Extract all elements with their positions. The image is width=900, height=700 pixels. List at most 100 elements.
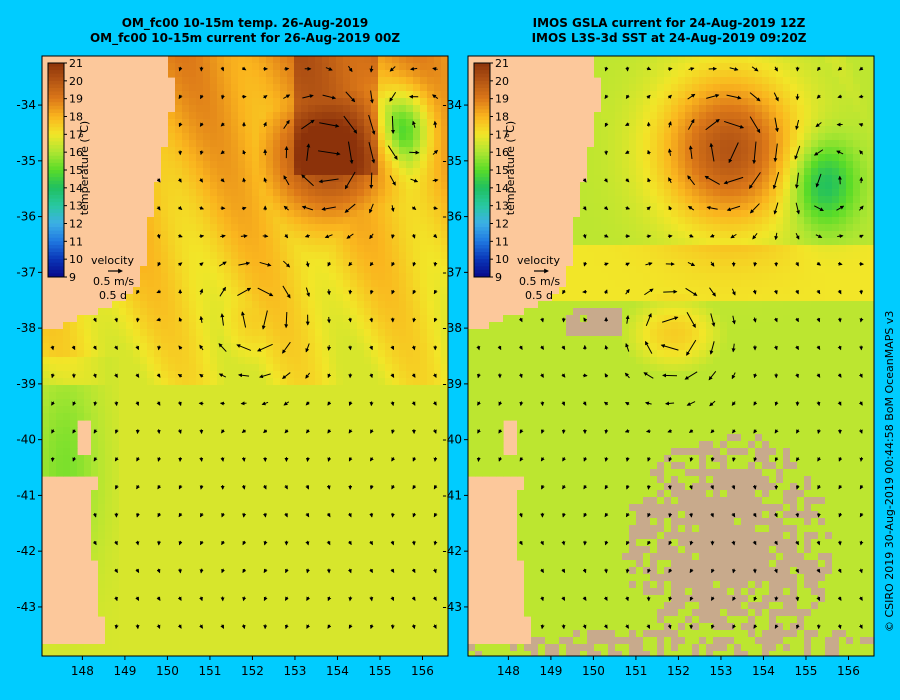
current-vector	[752, 141, 757, 165]
y-tick-label: -38	[442, 321, 462, 335]
colorbar-tick-label: 17	[69, 128, 83, 141]
current-vector	[603, 401, 609, 406]
current-vector	[114, 345, 118, 351]
current-vector	[177, 401, 182, 407]
current-vector	[178, 94, 183, 100]
current-vector	[348, 317, 352, 323]
x-tick-label: 149	[113, 664, 136, 678]
current-vector	[645, 313, 652, 326]
current-vector	[689, 540, 694, 546]
current-vector	[390, 373, 395, 378]
current-vector	[731, 457, 736, 462]
current-vector	[726, 205, 741, 212]
velocity-speed: 0.5 m/s	[519, 275, 560, 288]
current-vector	[665, 401, 675, 406]
current-vector	[816, 401, 821, 407]
current-vector	[369, 512, 374, 518]
current-vector	[561, 401, 566, 406]
current-vector	[710, 596, 715, 601]
current-vector	[668, 540, 673, 546]
current-vector	[259, 261, 272, 267]
current-vector	[390, 568, 395, 574]
current-vector	[795, 624, 800, 630]
current-vector	[369, 568, 373, 574]
current-vector	[732, 429, 737, 434]
current-vector	[816, 317, 821, 323]
current-vector	[241, 484, 246, 490]
current-vector	[178, 512, 183, 518]
panel-right: IMOS GSLA current for 24-Aug-2019 12Z IM…	[442, 16, 875, 678]
current-vector	[391, 485, 396, 490]
current-vector	[816, 540, 821, 546]
current-vector	[220, 457, 225, 462]
map-frame	[467, 55, 875, 657]
current-vector	[859, 485, 864, 490]
current-vector	[645, 262, 653, 266]
y-tick-label: -34	[16, 98, 36, 112]
current-vector	[625, 596, 629, 602]
current-vector	[178, 66, 183, 72]
current-vector	[795, 596, 800, 602]
velocity-legend: velocity 0.5 m/s 0.5 d	[91, 254, 134, 302]
current-vector	[859, 540, 864, 546]
current-vector	[433, 289, 438, 295]
current-vector	[687, 205, 695, 211]
current-vector	[114, 429, 119, 434]
current-vector	[135, 624, 140, 630]
current-vector	[156, 373, 161, 378]
current-vector	[723, 176, 744, 185]
current-vector	[284, 485, 288, 490]
current-vector	[410, 66, 418, 71]
current-vector	[200, 540, 204, 546]
current-vector	[731, 401, 736, 406]
current-vector	[326, 289, 331, 296]
current-vector	[582, 178, 587, 183]
current-vector	[412, 484, 417, 490]
x-axis: 148 149 150 151 152 153 154 155 156	[71, 656, 434, 678]
current-vector	[708, 371, 717, 381]
current-vector	[114, 317, 119, 323]
current-vector	[710, 485, 714, 490]
current-vector	[752, 317, 757, 323]
current-vector	[685, 287, 698, 296]
current-vector	[263, 512, 267, 518]
current-vector	[625, 568, 630, 574]
colorbar-tick-label: 14	[495, 182, 509, 195]
current-vector	[200, 94, 204, 100]
x-tick-label: 152	[241, 664, 264, 678]
current-vector	[753, 261, 758, 267]
current-vector	[135, 540, 140, 546]
current-vector	[391, 261, 396, 267]
current-vector	[390, 205, 395, 212]
current-vector	[263, 568, 268, 574]
current-vector	[709, 142, 715, 162]
current-vector	[647, 149, 651, 155]
current-vector	[389, 66, 396, 72]
current-vector	[432, 178, 439, 183]
current-vector	[285, 568, 289, 574]
current-vector	[795, 232, 800, 240]
current-vector	[324, 234, 333, 239]
current-vector	[562, 484, 566, 490]
current-vector	[391, 289, 396, 295]
current-vector	[93, 457, 98, 462]
current-vector	[263, 177, 268, 183]
current-vector	[433, 120, 438, 128]
current-vector	[284, 512, 288, 518]
current-vector	[837, 317, 842, 323]
current-vector	[177, 374, 183, 378]
current-vector	[433, 540, 438, 546]
current-vector	[749, 203, 760, 214]
current-vector	[199, 568, 204, 574]
current-vector	[540, 457, 545, 462]
x-tick-label: 151	[624, 664, 647, 678]
current-vector	[816, 596, 821, 602]
current-vector	[433, 512, 438, 518]
colorbar-tick-label: 18	[69, 111, 83, 124]
current-vector	[369, 233, 374, 240]
current-vector	[178, 568, 182, 574]
current-vector	[710, 624, 715, 630]
current-vector	[519, 429, 524, 434]
current-vector	[668, 568, 673, 574]
current-vector	[318, 150, 341, 156]
